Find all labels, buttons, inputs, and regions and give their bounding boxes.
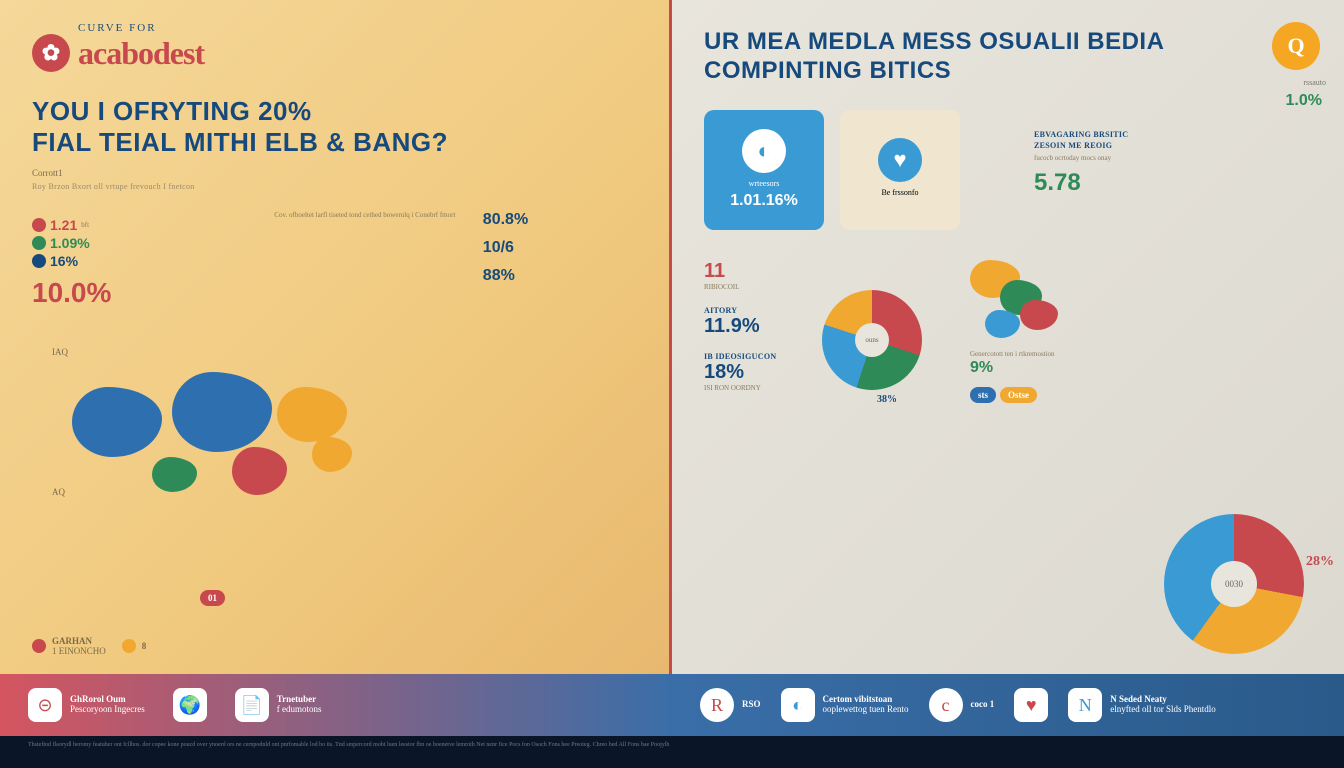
main-split: CURVE FOR ✿ acabodest YOU I OFRYTING 20%…	[0, 0, 1344, 674]
mid-para: Cov. ofboeltet larfl tiseted tond cethed…	[274, 211, 463, 220]
footer: ⊝GhRorol OumPescoryoon Ingecres🌍📄Trnetub…	[0, 674, 1344, 736]
cube-badge: Q	[1272, 22, 1320, 70]
left-bottom-items: GARHAN1 EINONCHO8	[32, 636, 146, 656]
logo-overline: CURVE FOR	[78, 22, 637, 34]
mini-pie: ouns	[822, 290, 922, 390]
mini-map	[970, 260, 1090, 340]
card-row: ◐wrteesors1.01.16%♥Be frssonfo	[704, 110, 1312, 230]
infographic-root: CURVE FOR ✿ acabodest YOU I OFRYTING 20%…	[0, 0, 1344, 768]
right-col3: Genercotott ten i rtkremostion 9% stsOst…	[970, 260, 1312, 407]
pill-badge: 01	[200, 588, 225, 606]
left-mid-row: 1.21bft1.09%16% 10.0% Cov. ofboeltet lar…	[32, 211, 637, 309]
footer-right: RRSO◐Certom vibitstoanooplewettog tuen R…	[672, 674, 1344, 736]
big-pie: 0030	[1164, 514, 1304, 654]
cube-sub: rssauto	[1303, 78, 1326, 87]
left-panel: CURVE FOR ✿ acabodest YOU I OFRYTING 20%…	[0, 0, 672, 674]
mid-right-values: 80.8%10/688%	[483, 211, 637, 309]
pie-callout: 28%	[1306, 554, 1334, 570]
logo-icon: ✿	[32, 34, 70, 72]
big-pie-area: 0030 28%	[1164, 514, 1304, 654]
right-col-stats: 11RIBIOCOILAITORY11.9%IB IDEOSIGUCON18%I…	[704, 260, 804, 407]
left-headline: YOU I OFRYTING 20% FIAL TEIAL MITHI ELB …	[32, 96, 637, 158]
right-columns: 11RIBIOCOILAITORY11.9%IB IDEOSIGUCON18%I…	[704, 260, 1312, 407]
left-mid-right: Cov. ofboeltet larfl tiseted tond cethed…	[274, 211, 637, 309]
right-title: UR MEA MEDLA MESS OSUALII BEDIA COMPINTI…	[704, 28, 1312, 86]
badges: stsOstse	[970, 385, 1312, 403]
world-map: IAQAQ	[32, 327, 637, 527]
section-1: EBVAGARING BRSITIC ZESOIN ME REOIG fucoc…	[1034, 130, 1194, 197]
stat-cluster: 1.21bft1.09%16%	[32, 217, 254, 269]
left-mid-stats: 1.21bft1.09%16% 10.0%	[32, 211, 254, 309]
cube-stat: 1.0%	[1286, 92, 1322, 110]
side-text: Genercotott ten i rtkremostion	[970, 350, 1080, 359]
right-panel: UR MEA MEDLA MESS OSUALII BEDIA COMPINTI…	[672, 0, 1344, 674]
disclaimer: Thsteftod flaorydl beromy featuher ont f…	[0, 736, 1344, 768]
mini-pie-label: 38%	[822, 394, 952, 405]
mini-pie-area: ouns 38%	[822, 260, 952, 407]
left-sub1: Corrott1	[32, 168, 637, 178]
logo-text: acabodest	[78, 35, 204, 72]
big-stat: 10.0%	[32, 277, 254, 309]
footer-left: ⊝GhRorol OumPescoryoon Ingecres🌍📄Trnetub…	[0, 674, 672, 736]
logo: ✿ acabodest	[32, 34, 637, 72]
side-val: 9%	[970, 359, 1312, 377]
left-sub2: Roy Brzon Bxort oll vrtupe frevouch I fn…	[32, 182, 637, 191]
